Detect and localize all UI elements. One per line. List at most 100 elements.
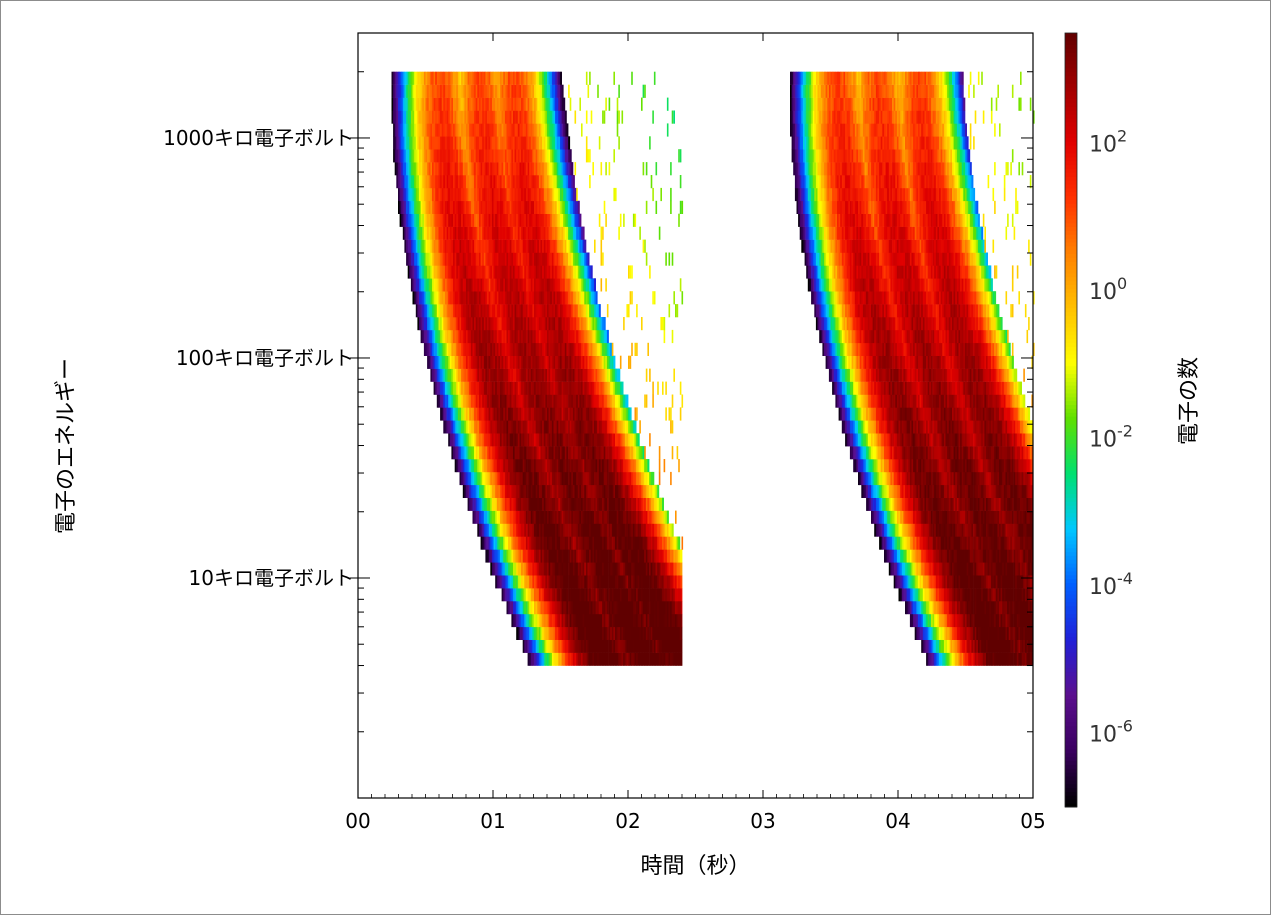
heatmap-cell: [545, 562, 548, 576]
heatmap-cell: [479, 149, 481, 163]
heatmap-cell: [629, 613, 632, 628]
heatmap-cell: [556, 549, 559, 563]
heatmap-cell: [556, 420, 559, 434]
heatmap-cell: [542, 549, 545, 563]
heatmap-cell: [409, 213, 412, 227]
heatmap-cell: [592, 446, 595, 460]
heatmap-cell: [574, 213, 577, 227]
heatmap-cell: [582, 381, 585, 395]
heatmap-cell: [459, 317, 462, 331]
heatmap-cell: [529, 200, 532, 214]
heatmap-cell: [558, 329, 561, 344]
heatmap-cell: [558, 588, 561, 602]
heatmap-cell: [394, 149, 397, 163]
heatmap-cell: [624, 446, 627, 460]
heatmap-cell: [517, 407, 520, 421]
heatmap-cell: [451, 368, 454, 382]
heatmap-cell: [543, 471, 546, 486]
heatmap-cell: [543, 613, 546, 628]
heatmap-cell: [572, 536, 575, 550]
heatmap-cell: [615, 497, 617, 511]
heatmap-cell: [535, 613, 538, 628]
heatmap-cell: [558, 420, 561, 434]
heatmap-cell: [522, 226, 525, 240]
heatmap-cell: [514, 110, 517, 124]
heatmap-cell: [448, 187, 451, 202]
heatmap-cell: [432, 278, 434, 292]
heatmap-cell: [576, 355, 579, 369]
heatmap-cell: [474, 368, 477, 382]
heatmap-cell: [433, 265, 436, 279]
heatmap-cell: [603, 329, 606, 344]
heatmap-cell: [509, 601, 512, 615]
heatmap-cell: [561, 110, 564, 124]
heatmap-cell: [537, 265, 540, 279]
heatmap-cell: [564, 471, 567, 486]
heatmap-cell: [560, 97, 562, 111]
heatmap-cell: [568, 446, 571, 460]
heatmap-cell: [532, 523, 535, 537]
heatmap-cell: [585, 368, 588, 382]
heatmap-cell: [611, 407, 614, 421]
heatmap-cell: [414, 162, 417, 176]
heatmap-cell: [509, 278, 512, 292]
heatmap-cell: [527, 187, 530, 202]
heatmap-cell: [537, 149, 540, 163]
heatmap-cell: [509, 536, 512, 550]
heatmap-cell: [582, 588, 585, 602]
heatmap-cell: [560, 355, 562, 369]
heatmap-cell: [582, 484, 585, 498]
heatmap-cell: [564, 394, 567, 408]
heatmap-cell: [571, 601, 574, 615]
heatmap-cell: [472, 459, 475, 473]
heatmap-cell: [488, 510, 491, 524]
heatmap-cell: [491, 213, 494, 227]
heatmap-cell: [516, 484, 519, 498]
heatmap-cell: [555, 291, 558, 305]
heatmap-cell: [545, 149, 548, 163]
heatmap-cell: [547, 523, 549, 537]
heatmap-cell: [530, 291, 533, 305]
heatmap-cell: [482, 459, 485, 473]
heatmap-cell: [547, 110, 549, 124]
heatmap-cell: [493, 368, 496, 382]
heatmap-cell: [641, 484, 643, 498]
heatmap-cell: [572, 523, 575, 537]
heatmap-cell: [498, 162, 501, 176]
heatmap-cell: [558, 355, 561, 369]
heatmap-cell: [538, 265, 541, 279]
heatmap-cell: [517, 252, 520, 266]
heatmap-cell: [485, 187, 488, 202]
heatmap-cell: [477, 265, 480, 279]
heatmap-cell: [547, 123, 549, 137]
heatmap-cell: [513, 84, 515, 98]
heatmap-cell: [538, 304, 541, 318]
heatmap-cell: [467, 291, 470, 305]
heatmap-cell: [571, 213, 574, 227]
heatmap-cell: [449, 304, 452, 318]
heatmap-cell: [449, 175, 452, 189]
heatmap-cell: [508, 252, 511, 266]
heatmap-cell: [584, 446, 587, 460]
heatmap-cell: [410, 265, 413, 279]
heatmap-cell: [641, 471, 643, 486]
heatmap-cell: [398, 123, 400, 137]
heatmap-cell: [545, 394, 548, 408]
heatmap-cell: [401, 200, 404, 214]
heatmap-cell: [598, 601, 601, 615]
heatmap-cell: [564, 278, 567, 292]
heatmap-cell: [615, 446, 617, 460]
heatmap-cell: [488, 110, 491, 124]
heatmap-cell: [561, 123, 564, 137]
heatmap-cell: [459, 329, 462, 344]
heatmap-cell: [616, 510, 619, 524]
heatmap-cell: [558, 536, 561, 550]
heatmap-cell: [438, 213, 441, 227]
heatmap-cell: [587, 588, 590, 602]
heatmap-cell: [574, 613, 577, 628]
heatmap-cell: [553, 71, 556, 85]
heatmap-cell: [496, 510, 499, 524]
heatmap-cell: [508, 304, 511, 318]
heatmap-cell: [443, 368, 446, 382]
heatmap-cell: [394, 97, 397, 111]
